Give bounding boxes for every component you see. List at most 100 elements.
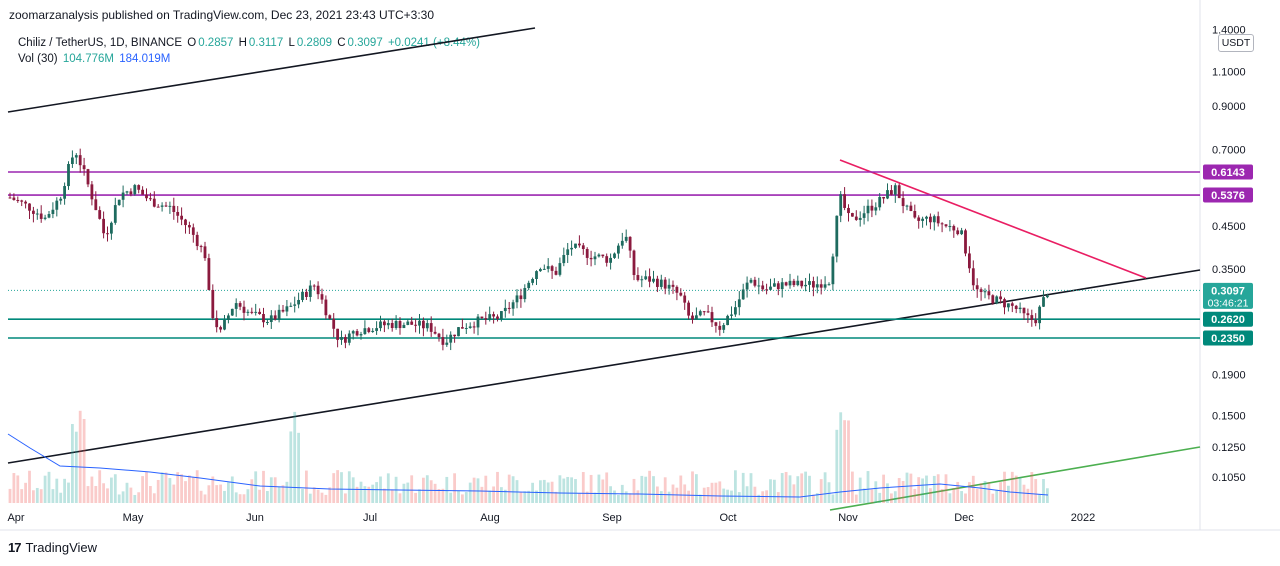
candle-body [909, 205, 913, 212]
footer-brand[interactable]: TradingView [25, 540, 98, 555]
volume-bar [991, 493, 995, 503]
volume-bar [613, 490, 616, 503]
volume-bar [757, 494, 761, 503]
volume-bar [999, 482, 1002, 503]
volume-bar [929, 488, 932, 503]
volume-bar [336, 470, 339, 503]
y-tick-label: 0.9000 [1212, 101, 1246, 113]
volume-bar [554, 491, 558, 503]
volume-bar [254, 471, 258, 503]
candle-body [351, 331, 355, 334]
countdown-label: 03:46:21 [1208, 297, 1249, 309]
candle-body [1046, 295, 1049, 298]
volume-bar [878, 492, 882, 503]
trendline-descending-resistance [839, 159, 1147, 279]
volume-bar [808, 475, 811, 503]
volume-bar [363, 486, 367, 503]
candle-body [24, 201, 27, 204]
volume-bar [125, 482, 129, 503]
volume-bar [445, 476, 449, 503]
candle-body [110, 222, 113, 234]
candle-body [823, 284, 827, 288]
candle-body [324, 299, 328, 316]
volume-bar [753, 486, 757, 503]
candle-body [117, 199, 121, 206]
candle-body [137, 185, 141, 190]
volume-bar [741, 472, 745, 503]
volume-bar [164, 472, 168, 503]
volume-bar [659, 491, 663, 503]
volume-bar [8, 488, 12, 503]
volume-bar [956, 481, 960, 503]
volume-bar [714, 482, 718, 503]
volume-bar [952, 488, 956, 503]
candle-body [1034, 319, 1038, 324]
volume-bar [262, 470, 265, 503]
candle-body [695, 315, 698, 320]
volume-bar [429, 480, 433, 503]
volume-bar [769, 479, 772, 503]
candle-body [168, 205, 172, 207]
candle-body [500, 311, 503, 319]
candle-body [133, 185, 137, 195]
candle-body [398, 321, 402, 329]
candle-body [16, 200, 20, 202]
volume-bar [663, 477, 667, 503]
volume-bar [901, 480, 905, 503]
volume-bar [468, 482, 472, 503]
volume-bar [39, 489, 43, 503]
y-tick-label: 0.1500 [1212, 411, 1246, 423]
candle-body [223, 319, 226, 330]
volume-bar [800, 473, 804, 503]
volume-bar [414, 492, 417, 503]
legend-vol-label[interactable]: Vol (30) [18, 53, 58, 65]
volume-bar [925, 475, 928, 503]
volume-bar [117, 494, 121, 503]
volume-bar [624, 491, 628, 503]
candle-body [285, 306, 289, 312]
candle-body [86, 169, 90, 185]
candle-body [145, 194, 148, 199]
candle-body [999, 296, 1002, 300]
x-tick-label: Sep [602, 512, 622, 524]
candle-body [492, 314, 495, 317]
candle-body [605, 256, 609, 263]
volume-bar [82, 418, 86, 503]
candle-body [230, 308, 234, 316]
candle-body [804, 284, 807, 287]
candle-body [149, 198, 152, 200]
volume-bar [347, 471, 351, 503]
volume-bar [121, 491, 125, 503]
candle-body [835, 215, 839, 257]
volume-bar [180, 474, 183, 503]
volume-bar [227, 482, 230, 503]
candle-body [219, 327, 222, 330]
candle-body [726, 315, 729, 326]
currency-button[interactable]: USDT [1218, 34, 1254, 52]
candle-body [8, 197, 12, 199]
candle-body [227, 315, 230, 320]
volume-bar [90, 476, 94, 503]
price-label: 0.6143 [1211, 167, 1245, 179]
volume-bar [149, 486, 152, 503]
candle-body [496, 316, 499, 319]
candle-body [188, 225, 191, 228]
volume-bar [141, 476, 144, 503]
volume-bar [987, 482, 991, 503]
volume-bar [160, 472, 164, 503]
candle-body [394, 321, 398, 329]
volume-bar [652, 476, 655, 503]
legend-symbol[interactable]: Chiliz / TetherUS, 1D, BINANCE [18, 37, 183, 49]
candle-body [98, 210, 102, 219]
volume-bar [1022, 484, 1026, 503]
volume-bar [480, 486, 484, 503]
volume-bar [866, 471, 870, 503]
volume-bar [328, 487, 332, 503]
volume-bar [539, 480, 542, 503]
candle-body [1022, 307, 1026, 314]
volume-bar [293, 411, 297, 503]
legend-c-label: C [337, 37, 346, 49]
candle-body [211, 289, 215, 319]
volume-bar [16, 475, 20, 503]
